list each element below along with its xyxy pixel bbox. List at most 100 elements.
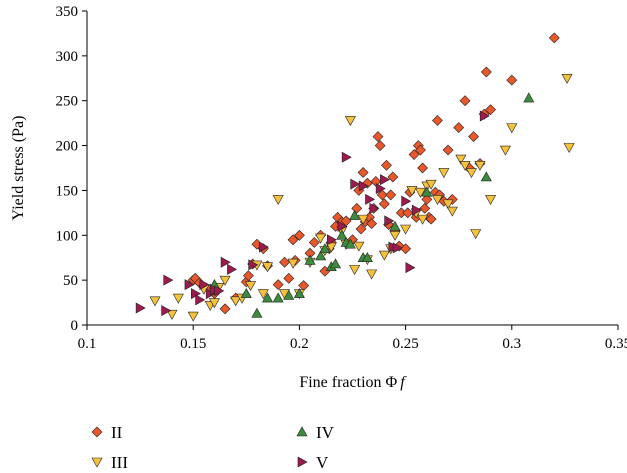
data-points xyxy=(135,32,575,322)
data-point xyxy=(262,292,274,303)
data-point xyxy=(187,311,199,322)
data-point xyxy=(432,115,443,126)
data-point xyxy=(227,263,238,275)
legend-label: V xyxy=(316,453,329,472)
series-III-points xyxy=(149,73,575,322)
data-point xyxy=(283,289,295,300)
data-point xyxy=(506,74,518,86)
data-point xyxy=(365,193,376,205)
data-point xyxy=(358,180,369,192)
x-tick-label: 0.2 xyxy=(290,336,309,352)
data-point xyxy=(385,189,397,201)
data-point xyxy=(438,168,450,179)
legend-label: II xyxy=(111,423,123,442)
data-point xyxy=(417,162,429,174)
data-point xyxy=(480,171,492,182)
data-point xyxy=(257,289,269,300)
series-IV-points xyxy=(208,92,535,318)
data-point xyxy=(374,140,386,151)
data-point xyxy=(453,122,465,134)
data-point xyxy=(357,167,369,178)
data-point xyxy=(220,256,231,268)
series-V-points xyxy=(135,110,490,317)
data-point xyxy=(319,243,331,254)
data-point xyxy=(251,307,263,318)
data-point xyxy=(337,220,348,232)
data-point xyxy=(400,243,412,255)
legend-label: III xyxy=(111,453,128,472)
y-tick-label: 50 xyxy=(63,273,78,289)
legend-marker xyxy=(296,426,308,437)
data-point xyxy=(308,237,320,248)
data-point xyxy=(421,186,433,197)
data-point xyxy=(366,269,378,280)
x-tick-label: 0.25 xyxy=(392,336,418,352)
data-point xyxy=(315,250,327,261)
y-axis-title: Yield stress (Pa) xyxy=(10,116,27,221)
data-point xyxy=(357,214,369,225)
axes xyxy=(86,11,618,326)
data-point xyxy=(366,218,378,230)
data-point xyxy=(523,92,535,103)
data-point xyxy=(349,209,361,220)
legend-marker xyxy=(91,426,103,438)
data-point xyxy=(361,252,373,263)
data-point xyxy=(315,233,327,244)
x-tick-label: 0.35 xyxy=(605,336,627,352)
data-point xyxy=(336,229,348,240)
data-point xyxy=(199,279,210,291)
data-point xyxy=(485,104,496,116)
data-point xyxy=(172,293,184,304)
x-tick-label: 0.15 xyxy=(180,336,206,352)
data-point xyxy=(304,254,316,265)
data-point xyxy=(442,199,454,210)
data-point xyxy=(376,189,388,201)
data-point xyxy=(344,116,356,127)
data-point xyxy=(329,258,342,269)
y-tick-label: 350 xyxy=(56,4,79,20)
data-point xyxy=(349,265,361,275)
data-point xyxy=(561,73,573,84)
data-point xyxy=(283,272,295,284)
data-point xyxy=(326,234,337,246)
data-point xyxy=(214,285,225,297)
data-point xyxy=(242,270,254,282)
data-point xyxy=(414,187,426,198)
data-point xyxy=(425,213,437,225)
data-point xyxy=(442,144,454,156)
data-point xyxy=(499,145,511,156)
data-point xyxy=(272,279,284,291)
data-point xyxy=(563,143,575,153)
data-point xyxy=(298,280,310,291)
data-point xyxy=(401,195,412,207)
data-point xyxy=(184,279,195,291)
data-point xyxy=(378,250,390,261)
data-point xyxy=(389,220,401,231)
data-point xyxy=(325,242,337,253)
data-point xyxy=(474,161,486,171)
data-point xyxy=(287,258,299,269)
data-point xyxy=(293,229,305,241)
y-tick-label: 250 xyxy=(56,94,79,110)
data-point xyxy=(161,305,172,317)
y-tick-label: 0 xyxy=(71,318,79,334)
data-point xyxy=(341,151,352,163)
y-tick-label: 200 xyxy=(56,139,79,155)
data-point xyxy=(380,174,390,186)
data-point xyxy=(392,242,403,254)
data-point xyxy=(230,296,242,307)
data-point xyxy=(262,262,274,273)
data-point xyxy=(411,204,422,216)
data-point xyxy=(400,224,412,235)
legend-marker xyxy=(91,457,103,468)
data-point xyxy=(272,195,284,206)
data-point xyxy=(389,230,401,241)
legend-label: IV xyxy=(316,423,335,442)
y-tick-label: 150 xyxy=(56,183,79,199)
legend-item: V xyxy=(297,453,329,472)
data-point xyxy=(506,123,518,134)
data-point xyxy=(417,214,429,225)
data-point xyxy=(372,131,384,143)
